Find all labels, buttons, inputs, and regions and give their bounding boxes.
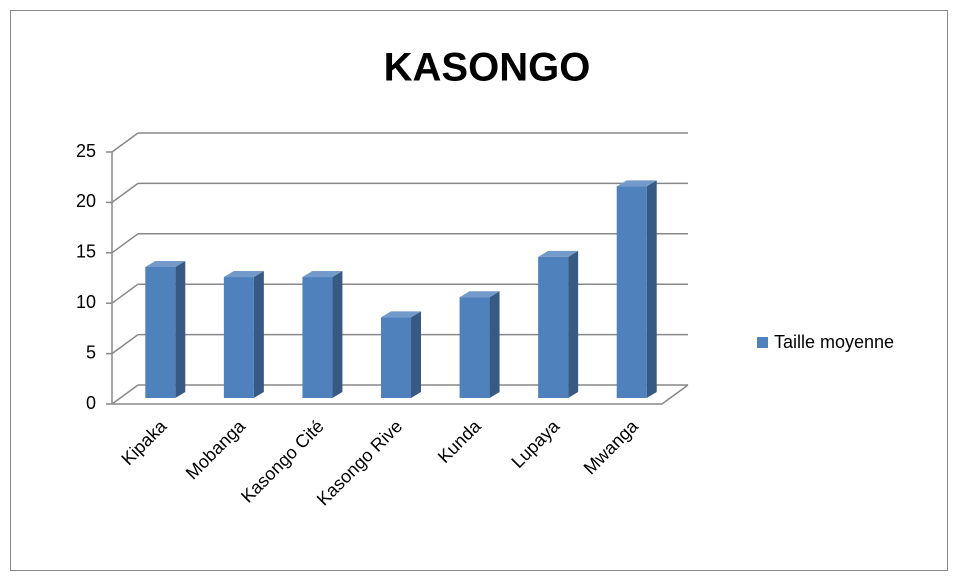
y-tick-label: 25 — [76, 141, 96, 161]
y-tick-label: 20 — [76, 191, 96, 211]
bar-side — [332, 271, 343, 398]
grid-line-side — [111, 132, 139, 153]
y-tick-label: 0 — [86, 393, 96, 413]
bar-top — [302, 271, 343, 278]
bar-top — [145, 260, 186, 267]
bar-side — [175, 260, 186, 398]
legend-label: Taille moyenne — [774, 332, 894, 352]
floor-edge — [112, 384, 689, 405]
bar-front — [145, 266, 176, 398]
bar-side — [411, 311, 421, 398]
y-tick-label: 10 — [76, 292, 96, 312]
bar — [223, 271, 264, 398]
bar — [616, 180, 657, 398]
bar — [381, 311, 421, 398]
legend-swatch — [757, 337, 768, 348]
bar-front — [538, 256, 569, 398]
bar-side — [646, 180, 657, 398]
bar — [145, 260, 186, 398]
y-tick-label: 15 — [76, 242, 96, 262]
bar-top — [381, 311, 421, 318]
bar-side — [253, 271, 264, 398]
grid-line-side — [111, 333, 139, 355]
bar — [538, 250, 579, 398]
bar-front — [223, 277, 254, 398]
bar — [302, 271, 343, 398]
bar-top — [538, 250, 579, 257]
chart-title: KASONGO — [384, 46, 591, 90]
bar-front — [302, 277, 333, 398]
grid-line-side — [111, 182, 139, 204]
bar-side — [568, 250, 579, 398]
bar-top — [616, 180, 657, 187]
grid-line-side — [111, 283, 139, 304]
bar-side — [489, 291, 500, 398]
bar-front — [459, 297, 490, 398]
bar-top — [459, 291, 500, 298]
grid-line-side — [111, 384, 139, 405]
grid-line-side — [111, 233, 139, 254]
bar-front — [616, 186, 647, 398]
bar-front — [381, 317, 411, 398]
bar-top — [223, 271, 264, 278]
y-tick-label: 5 — [86, 342, 96, 362]
bar — [459, 291, 500, 398]
